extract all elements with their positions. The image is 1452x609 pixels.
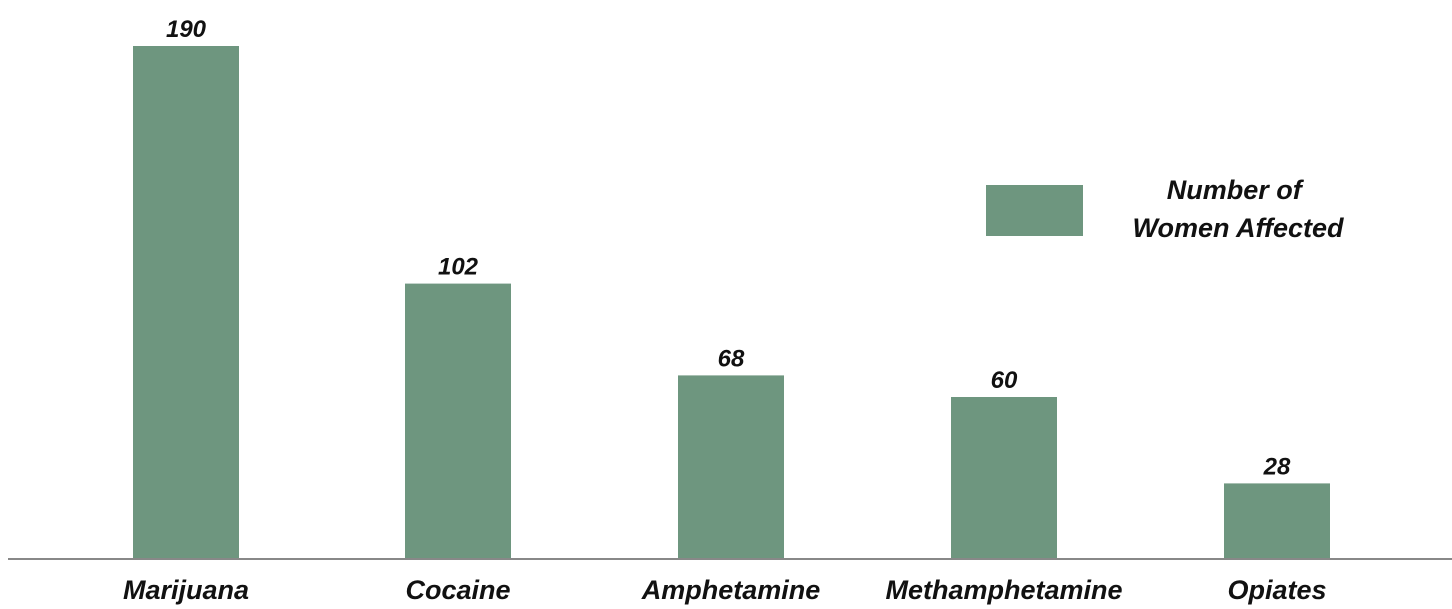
x-tick-labels-group: Marijuana Cocaine Amphetamine Methamphetami…: [123, 575, 1327, 605]
x-tick-label-methamphetamine: Methamphetamine: [885, 575, 1122, 605]
bar-cocaine: [405, 283, 511, 559]
bar-marijuana: [133, 46, 239, 559]
x-tick-label-amphetamine: Amphetamine: [641, 575, 821, 605]
value-label-cocaine: 102: [438, 254, 479, 281]
value-label-amphetamine: 68: [718, 345, 745, 372]
value-label-methamphetamine: 60: [991, 367, 1018, 394]
bars-group: [133, 46, 1330, 559]
value-label-marijuana: 190: [166, 16, 207, 43]
value-label-opiates: 28: [1263, 453, 1291, 480]
value-labels-group: 190 102 68 60 28: [166, 16, 1291, 480]
bar-opiates: [1224, 483, 1330, 559]
bar-amphetamine: [678, 375, 784, 559]
x-tick-label-marijuana: Marijuana: [123, 575, 249, 605]
legend-label-line-1: Number of: [1167, 175, 1305, 205]
x-tick-label-opiates: Opiates: [1227, 575, 1326, 605]
legend-label: Number of Women Affected: [1132, 175, 1344, 243]
legend-label-line-2: Women Affected: [1132, 213, 1344, 243]
bar-methamphetamine: [951, 397, 1057, 559]
legend: Number of Women Affected: [986, 175, 1344, 243]
legend-swatch: [986, 185, 1083, 236]
x-tick-label-cocaine: Cocaine: [405, 575, 510, 605]
